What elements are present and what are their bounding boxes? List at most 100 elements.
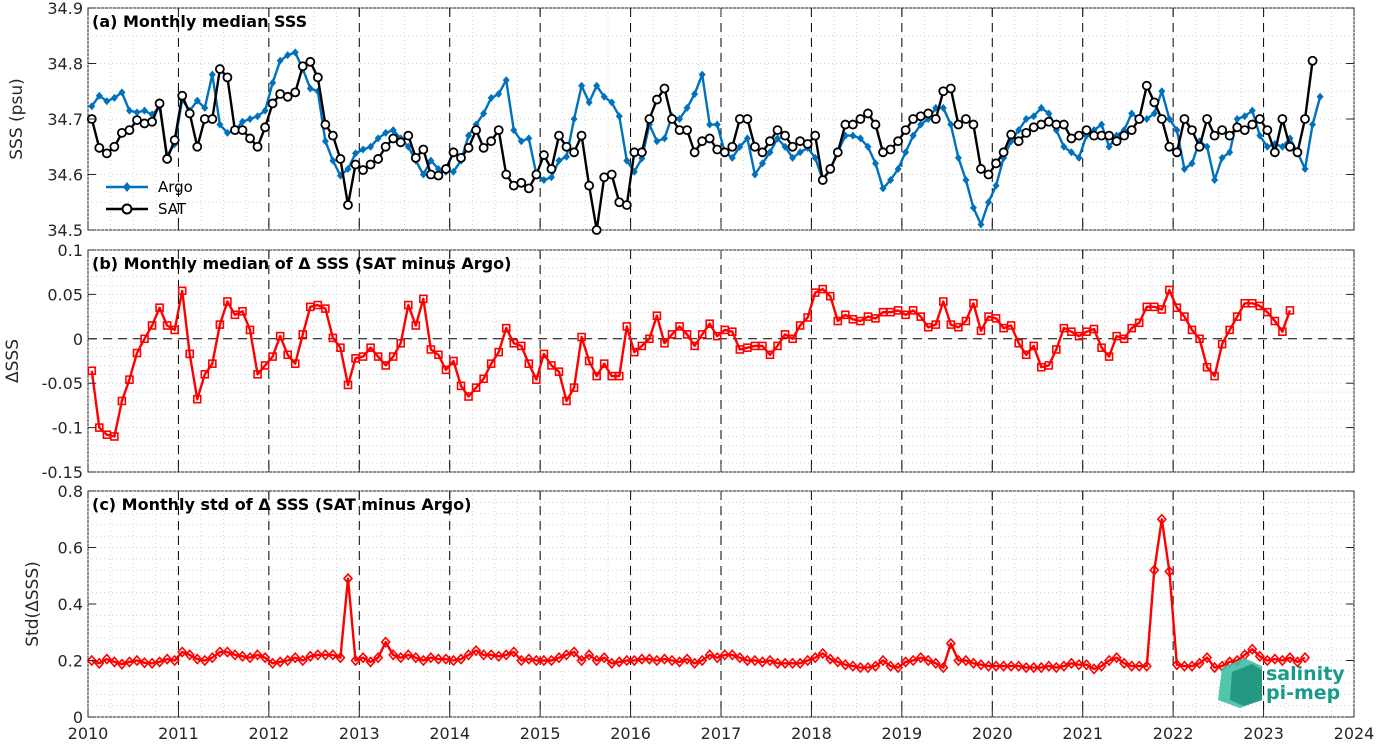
argo-point [88, 102, 96, 111]
sat-point [1156, 114, 1167, 124]
delta-point [260, 361, 270, 370]
delta-point [961, 316, 971, 326]
legend-argo-marker [123, 182, 131, 192]
sat-point [704, 133, 715, 144]
std-point [109, 656, 120, 668]
argo-point [894, 164, 902, 173]
std-point [94, 657, 105, 670]
std-point [719, 649, 730, 661]
argo-point [1015, 126, 1023, 135]
delta-point [795, 321, 805, 330]
xtick-label: 2013 [339, 724, 380, 743]
std-point [1119, 657, 1130, 670]
delta-point [697, 330, 707, 339]
std-point [1186, 660, 1198, 672]
std-point [222, 646, 233, 658]
delta-point [501, 323, 511, 333]
std-point [877, 654, 889, 667]
delta-point [125, 375, 134, 384]
delta-point [908, 306, 918, 315]
delta-point [358, 352, 368, 361]
argo-point [449, 167, 457, 176]
argo-point [540, 176, 548, 185]
xtick-label: 2012 [248, 724, 289, 743]
argo-point [1263, 142, 1271, 151]
sat-point [410, 152, 421, 163]
delta-point [185, 349, 195, 359]
sat-point [1074, 130, 1084, 141]
delta-point [841, 310, 850, 320]
argo-point [879, 184, 887, 193]
delta-point [547, 361, 556, 370]
argo-point [502, 76, 510, 85]
std-point [373, 651, 384, 664]
delta-point [660, 338, 669, 348]
delta-point [275, 331, 285, 341]
std-point [953, 654, 964, 667]
delta-point [411, 321, 421, 330]
panel-a-yticks: 34.5 34.6 34.7 34.8 34.9 [47, 0, 1355, 240]
std-point [1254, 650, 1265, 662]
std-point [531, 654, 542, 667]
argo-point [947, 120, 955, 129]
sat-point [282, 91, 293, 102]
std-point [169, 654, 180, 667]
argo-point [864, 142, 872, 151]
panel-a-series [86, 48, 1324, 235]
delta-point [916, 312, 925, 321]
panel-b: -0.15 -0.1 -0.05 0 0.05 0.1 (b) Monthly media… [3, 241, 1355, 482]
std-point [975, 659, 987, 671]
panel-a: 34.5 34.6 34.7 34.8 34.9 (a) Monthly median … [7, 0, 1355, 240]
sat-point [787, 141, 798, 152]
argo-point [1128, 109, 1136, 118]
sat-point [1134, 114, 1145, 124]
std-point [214, 646, 225, 658]
argo-point [1150, 109, 1158, 118]
argo-point [1037, 103, 1045, 112]
std-point [983, 660, 994, 672]
logo-line2: pi-mep [1266, 682, 1340, 704]
delta-point [539, 349, 549, 359]
sat-point [267, 98, 278, 109]
delta-point [969, 298, 978, 308]
delta-point [381, 361, 390, 370]
sat-point [757, 147, 768, 158]
sat-point [885, 144, 896, 155]
argo-point [683, 103, 691, 112]
std-point [810, 651, 821, 664]
std-point [817, 647, 828, 660]
sat-point [214, 64, 225, 74]
delta-point [1127, 323, 1136, 333]
sat-point [847, 119, 858, 130]
sat-point [802, 139, 813, 149]
delta-point [667, 330, 677, 339]
sat-point [953, 119, 964, 130]
ytick-label: 0.4 [58, 595, 83, 614]
sat-point [109, 141, 120, 152]
std-point [584, 649, 595, 661]
sat-point [870, 119, 881, 130]
std-point [244, 651, 256, 664]
delta-point [931, 320, 941, 329]
std-point [425, 651, 436, 664]
std-point [131, 654, 143, 667]
std-point [433, 653, 444, 665]
sat-point [1149, 97, 1160, 108]
sat-point [1058, 119, 1069, 130]
delta-point [1232, 312, 1242, 321]
panel-b-title: (b) Monthly median of Δ SSS (SAT minus A… [92, 254, 511, 273]
std-point [591, 654, 602, 667]
argo-point [261, 106, 269, 115]
std-point [659, 653, 670, 665]
argo-point [849, 131, 857, 140]
sat-point [154, 98, 165, 109]
sat-point [606, 169, 617, 180]
panel-b-grid [87, 249, 1355, 473]
delta-point [1187, 325, 1197, 335]
delta-point [1210, 371, 1219, 381]
sat-point [184, 108, 195, 119]
std-point [523, 653, 534, 665]
argo-point [691, 90, 699, 99]
argo-point [141, 106, 149, 115]
sat-point [312, 72, 323, 83]
